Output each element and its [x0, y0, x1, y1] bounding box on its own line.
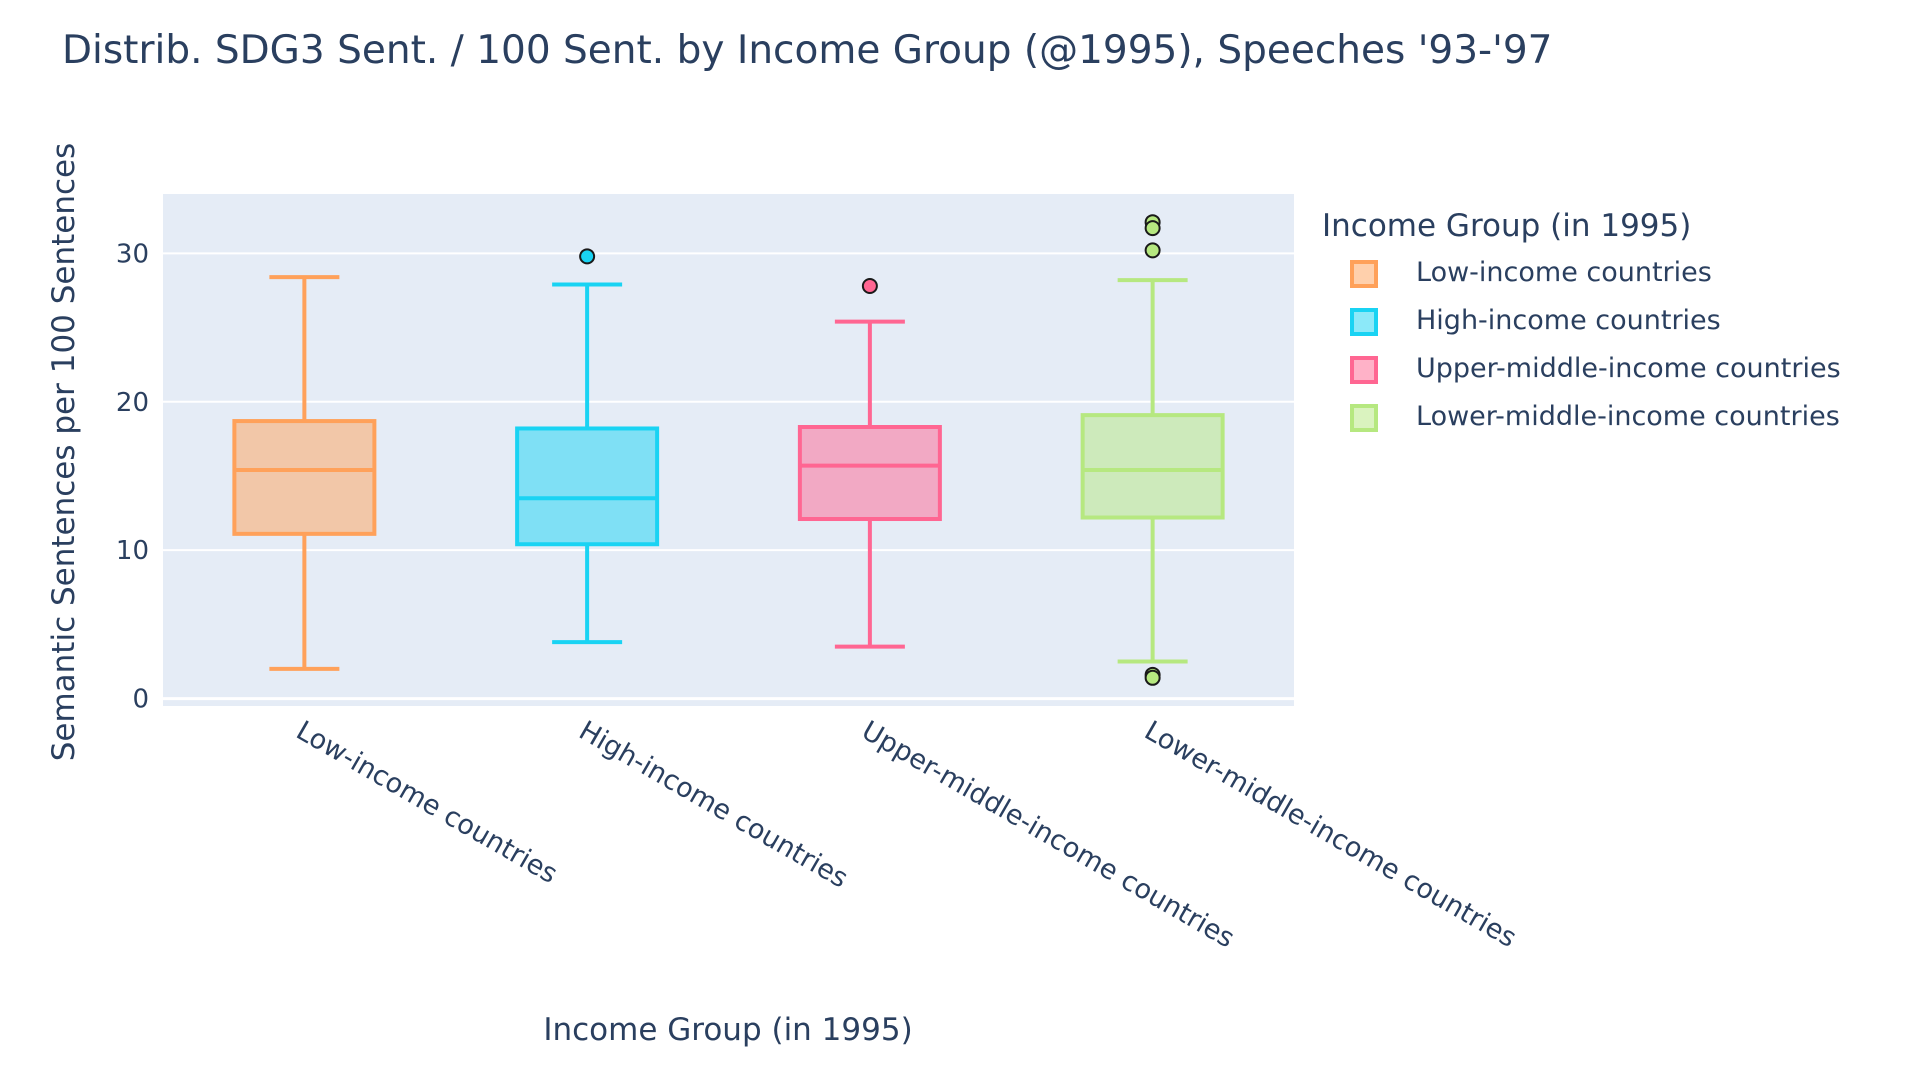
y-tick-label: 10	[116, 536, 149, 566]
legend-item[interactable]: Lower-middle-income countries	[1322, 392, 1840, 440]
x-tick-label: Low-income countries	[291, 715, 563, 890]
legend-title: Income Group (in 1995)	[1322, 208, 1692, 244]
legend-item[interactable]: Low-income countries	[1322, 248, 1712, 296]
chart-title: Distrib. SDG3 Sent. / 100 Sent. by Incom…	[62, 28, 1553, 73]
legend-item[interactable]: Upper-middle-income countries	[1322, 344, 1841, 392]
outlier-point	[861, 278, 878, 295]
box-group	[515, 248, 660, 645]
outlier-point	[1144, 242, 1161, 259]
boxes	[232, 214, 1225, 686]
box-group	[1080, 214, 1225, 686]
legend-swatch	[1350, 356, 1378, 384]
outlier-point	[1144, 220, 1161, 237]
box-group	[797, 278, 942, 649]
legend-swatch	[1350, 308, 1378, 336]
box-group	[232, 275, 377, 671]
box-iqr	[515, 426, 660, 547]
x-axis-title: Income Group (in 1995)	[543, 1012, 913, 1048]
legend-item[interactable]: High-income countries	[1322, 296, 1721, 344]
box-iqr	[1080, 413, 1225, 520]
legend-swatch	[1350, 260, 1378, 288]
grid-lines	[163, 252, 1294, 701]
box-iqr	[797, 424, 942, 522]
x-tick-label: High-income countries	[574, 715, 853, 894]
legend-swatch	[1350, 404, 1378, 432]
box-iqr	[232, 419, 377, 536]
legend: Income Group (in 1995) Low-income countr…	[1322, 208, 1841, 440]
y-tick-label: 0	[132, 685, 149, 715]
legend-label: Upper-middle-income countries	[1416, 353, 1841, 384]
legend-label: Lower-middle-income countries	[1416, 401, 1840, 432]
legend-label: Low-income countries	[1416, 257, 1712, 288]
outlier-point	[1144, 669, 1161, 686]
y-tick-label: 30	[116, 239, 149, 269]
legend-label: High-income countries	[1416, 305, 1721, 336]
outlier-point	[579, 248, 596, 265]
y-tick-label: 20	[116, 388, 149, 418]
